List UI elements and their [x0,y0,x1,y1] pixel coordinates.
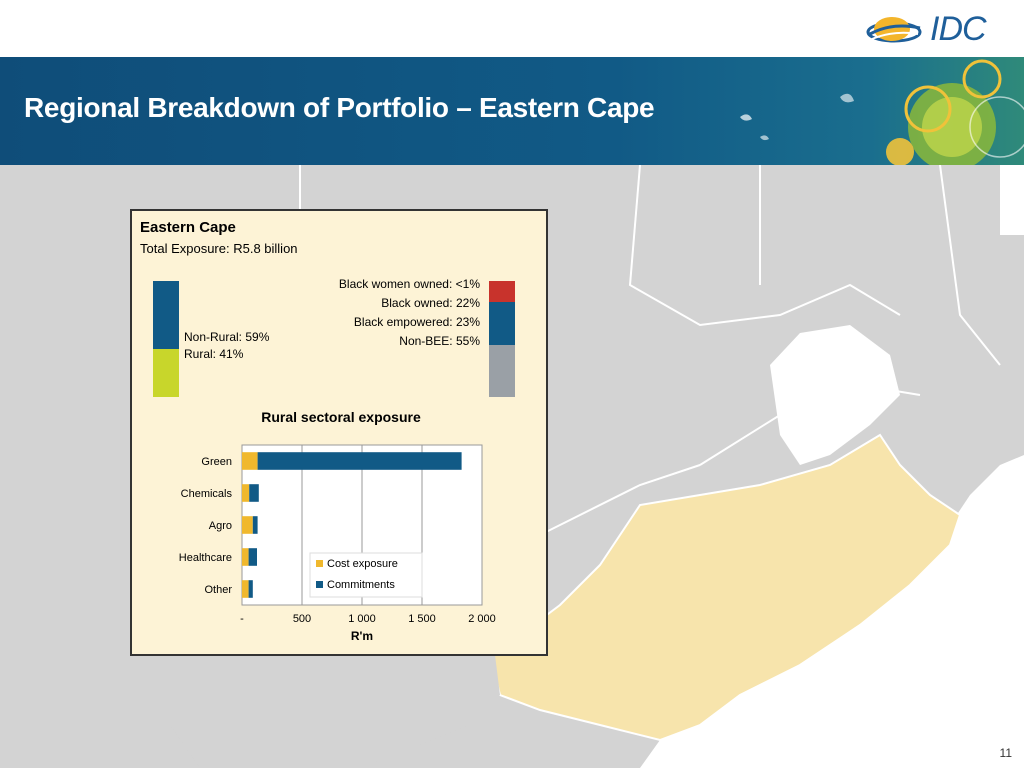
bar-0-4 [242,580,249,598]
x-tick-label: - [240,613,244,625]
category-label: Green [201,456,232,468]
panel-subtitle: Total Exposure: R5.8 billion [140,241,298,256]
x-axis-label: R'm [351,629,373,643]
bee-split-stack [489,281,515,397]
bar-1-4 [248,580,253,598]
legend-box [309,552,423,598]
bee-split-labels: Black women owned: <1% Black owned: 22% … [339,275,480,351]
rural-label-rural: Rural: 41% [184,347,244,361]
x-tick-label: 500 [293,613,311,625]
x-tick-label: 1 500 [408,613,436,625]
legend-swatch-1 [316,581,323,588]
bee-segment-3 [489,344,515,397]
bee-label-black-empowered: Black empowered: 23% [353,315,480,329]
bee-segment-1 [489,302,515,323]
category-label: Agro [209,520,232,532]
page-title: Regional Breakdown of Portfolio – Easter… [24,92,655,123]
bee-segment-0 [489,281,515,303]
map-lesotho [770,325,900,465]
legend-label-0: Cost exposure [327,558,398,570]
header-band [0,57,1024,165]
bar-1-1 [249,484,259,502]
bee-label-non-bee: Non-BEE: 55% [399,334,480,348]
bar-1-0 [257,452,462,470]
rural-segment-1 [153,349,179,397]
bar-0-0 [242,452,258,470]
rural-split-labels: Non-Rural: 59% Rural: 41% [184,329,269,363]
rural-segment-0 [153,281,179,350]
bar-1-2 [252,516,258,534]
x-tick-label: 1 000 [348,613,376,625]
map-eastern-cape [488,433,962,742]
category-label: Chemicals [181,488,233,500]
rural-split-stack [153,281,179,397]
panel-title: Eastern Cape [140,219,236,236]
bar-0-1 [242,484,250,502]
bar-0-3 [242,548,249,566]
idc-logo-swirl-icon [866,17,922,43]
x-tick-label: 2 000 [468,613,496,625]
legend-label-1: Commitments [327,579,395,591]
rural-label-non-rural: Non-Rural: 59% [184,330,270,344]
page-number: 11 [999,746,1012,760]
category-label: Other [204,584,232,596]
chart-title: Rural sectoral exposure [261,409,421,425]
eastern-cape-panel: Eastern Cape Total Exposure: R5.8 billio… [130,209,548,656]
idc-logo-text: IDC [930,10,987,48]
header-decoration [740,59,1024,165]
bee-label-black-owned: Black owned: 22% [381,296,480,310]
bar-1-3 [248,548,257,566]
bee-segment-2 [489,322,515,345]
bee-label-black-women: Black women owned: <1% [338,277,480,291]
category-label: Healthcare [179,552,232,564]
bar-0-2 [242,516,253,534]
rural-sectoral-bar-chart: - 500 1 000 1 500 2 000 R'm Green Chemicals Agro… [179,444,496,643]
legend-swatch-0 [316,560,323,567]
